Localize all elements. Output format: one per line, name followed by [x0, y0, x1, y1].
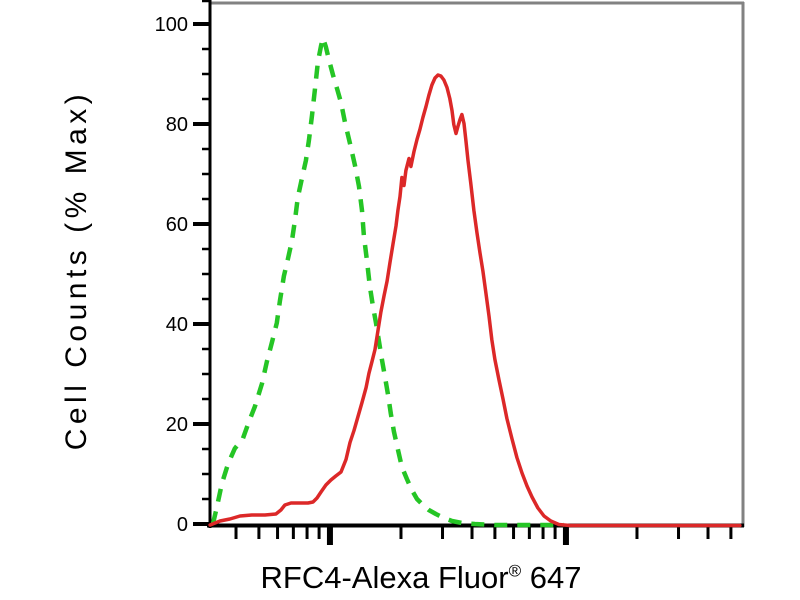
y-axis-tick-label: 0	[177, 514, 188, 536]
y-axis-tick-label: 40	[166, 314, 188, 336]
red-solid-histogram-curve	[208, 73, 742, 528]
y-axis-tick-label: 60	[166, 214, 188, 236]
y-axis-tick-label: 80	[166, 114, 188, 136]
x-axis-title-number: 647	[521, 560, 582, 595]
y-axis-tick-label: 20	[166, 414, 188, 436]
y-axis-title: Cell Counts (% Max)	[60, 89, 93, 451]
x-axis-title: RFC4-Alexa Fluor® 647	[261, 560, 582, 596]
registered-trademark-symbol: ®	[508, 561, 522, 581]
green-dashed-histogram-curve	[210, 35, 564, 528]
x-axis-title-text: RFC4-Alexa Fluor	[260, 560, 509, 595]
y-axis-tick-label: 100	[155, 14, 188, 36]
